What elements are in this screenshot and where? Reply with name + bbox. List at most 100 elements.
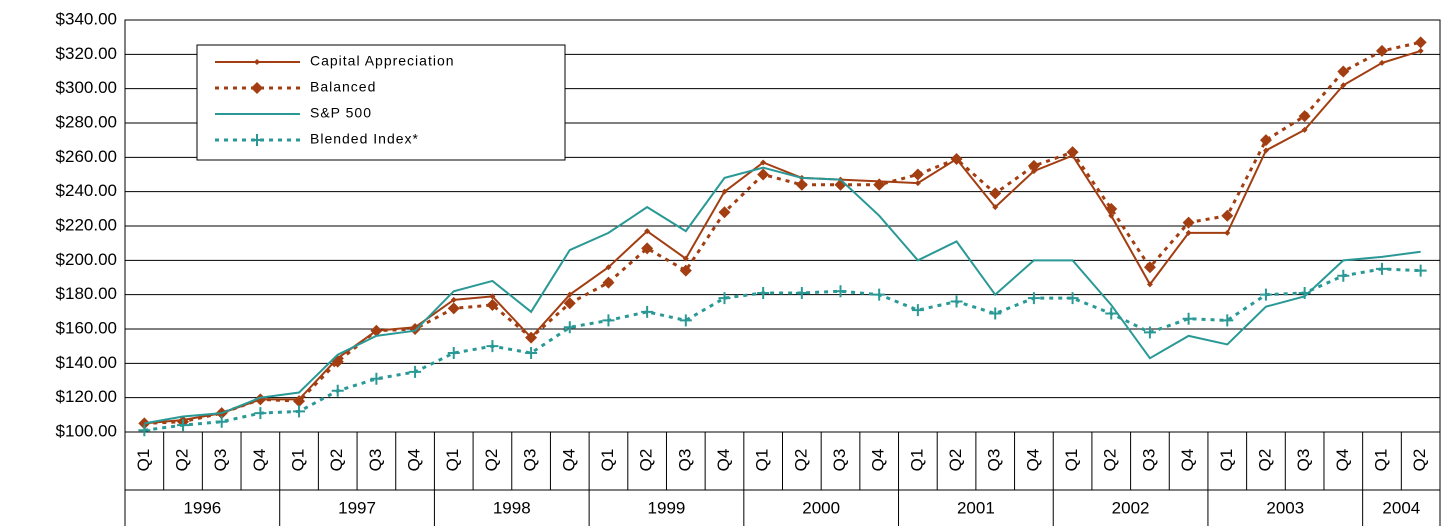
marker [641,242,654,255]
x-tick-label: Q1 [907,449,926,472]
legend-label: S&P 500 [310,105,372,121]
marker [1143,326,1156,339]
marker [1105,307,1118,320]
y-tick-label: $240.00 [56,181,117,200]
x-tick-label: Q2 [172,449,191,472]
marker [682,255,689,262]
x-tick-label: Q1 [134,449,153,472]
marker [486,298,499,311]
marker [251,82,263,94]
legend-label: Balanced [310,79,376,95]
x-tick-label: Q1 [1371,449,1390,472]
marker [138,424,151,437]
marker [1066,292,1079,305]
marker [1301,126,1308,133]
marker [718,206,731,219]
marker [1143,261,1156,274]
x-tick-label: Q1 [289,449,308,472]
marker [254,59,260,65]
marker [1298,286,1311,299]
marker [1414,36,1427,49]
x-group-label: 1997 [338,498,376,517]
x-tick-label: Q1 [753,449,772,472]
marker [873,288,886,301]
legend-label: Blended Index* [310,131,419,147]
marker [489,293,496,300]
marker [563,297,576,310]
marker [1221,314,1234,327]
marker [1378,59,1385,66]
x-tick-label: Q4 [1178,449,1197,472]
y-tick-label: $100.00 [56,421,117,440]
marker [1108,212,1115,219]
marker [679,314,692,327]
x-tick-label: Q2 [637,449,656,472]
x-group-label: 2000 [802,498,840,517]
marker [795,178,808,191]
marker [370,324,383,337]
x-group-label: 2001 [957,498,995,517]
marker [1146,281,1153,288]
marker [1337,269,1350,282]
marker [679,264,692,277]
x-tick-label: Q4 [1333,449,1352,472]
marker [254,407,267,420]
x-group-label: 2003 [1266,498,1304,517]
x-tick-label: Q3 [211,449,230,472]
marker [721,188,728,195]
marker [911,168,924,181]
x-tick-label: Q1 [443,449,462,472]
marker [525,331,538,344]
x-tick-label: Q1 [598,449,617,472]
marker [992,204,999,211]
x-tick-label: Q3 [1294,449,1313,472]
x-tick-label: Q2 [1410,449,1429,472]
marker [641,305,654,318]
y-tick-label: $280.00 [56,112,117,131]
x-tick-label: Q2 [946,449,965,472]
marker [757,168,770,181]
y-tick-label: $260.00 [56,147,117,166]
y-tick-label: $220.00 [56,215,117,234]
x-tick-label: Q4 [559,449,578,472]
marker [251,134,263,146]
marker [293,405,306,418]
marker [486,340,499,353]
legend-label: Capital Appreciation [310,53,455,69]
marker [873,178,886,191]
series-line [144,166,1421,425]
x-tick-label: Q1 [1217,449,1236,472]
y-tick-label: $200.00 [56,250,117,269]
series-line [144,267,1421,432]
marker [605,264,612,271]
marker [1298,110,1311,123]
x-tick-label: Q4 [714,449,733,472]
marker [1262,147,1269,154]
x-group-label: 2004 [1382,498,1420,517]
x-tick-label: Q2 [1101,449,1120,472]
x-tick-label: Q4 [869,449,888,472]
marker [525,347,538,360]
x-group-label: 2002 [1112,498,1150,517]
marker [215,415,228,428]
marker [644,228,651,235]
series-line [144,40,1421,425]
marker [602,314,615,327]
x-tick-label: Q2 [482,449,501,472]
marker [1259,134,1272,147]
marker [331,384,344,397]
marker [1182,216,1195,229]
x-tick-label: Q2 [327,449,346,472]
x-tick-label: Q4 [405,449,424,472]
x-tick-label: Q3 [521,449,540,472]
x-tick-label: Q4 [1023,449,1042,472]
y-tick-label: $300.00 [56,78,117,97]
marker [760,159,767,166]
x-tick-label: Q3 [675,449,694,472]
x-tick-label: Q3 [985,449,1004,472]
marker [1027,292,1040,305]
marker [293,395,306,408]
marker [1414,264,1427,277]
marker [914,180,921,187]
